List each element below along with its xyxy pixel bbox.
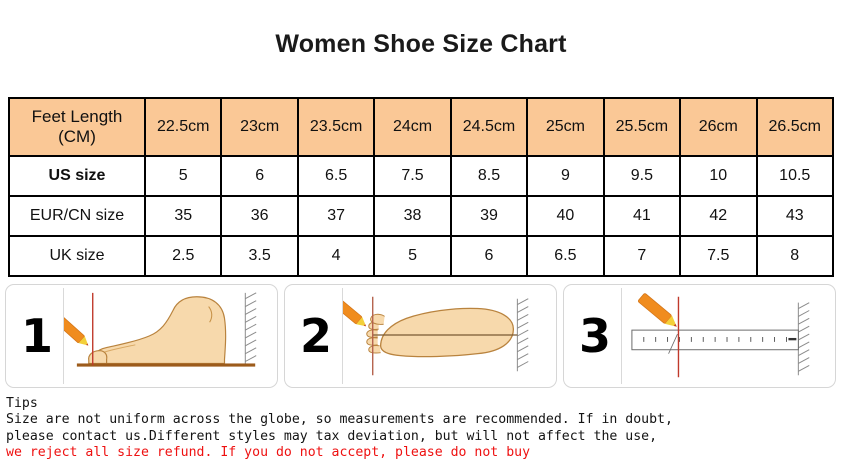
- panel-divider: [621, 288, 622, 384]
- cell-us-1: 6: [220, 155, 299, 197]
- tips-section: Tips Size are not uniform across the glo…: [6, 396, 842, 462]
- cell-eur-3: 38: [373, 195, 452, 237]
- cell-us-2: 6.5: [296, 155, 376, 197]
- step-number-2: 2: [299, 309, 332, 363]
- panel-divider: [63, 288, 64, 384]
- cell-eur-8: 43: [755, 195, 834, 237]
- cell-us-7: 10: [679, 155, 758, 197]
- cell-uk-2: 4: [296, 235, 376, 277]
- row-label-us-size: US size: [8, 155, 146, 197]
- header-cell-size-7: 26cm: [679, 97, 758, 157]
- tips-line-1: Size are not uniform across the globe, s…: [6, 412, 673, 428]
- row-label-eur-cn-size: EUR/CN size: [8, 195, 146, 237]
- cell-uk-3: 5: [373, 235, 452, 277]
- header-label-line1: Feet Length: [31, 107, 123, 127]
- measurement-steps: 1: [5, 284, 837, 388]
- cell-eur-1: 36: [220, 195, 299, 237]
- cell-us-8: 10.5: [755, 155, 834, 197]
- cell-uk-8: 8: [755, 235, 834, 277]
- table-header-row: Feet Length (CM) 22.5cm 23cm 23.5cm 24cm…: [8, 97, 834, 157]
- tips-line-3-warning: we reject all size refund. If you do not…: [6, 445, 531, 461]
- cell-eur-0: 35: [143, 195, 223, 237]
- cell-eur-7: 42: [679, 195, 758, 237]
- size-chart-table-container: Feet Length (CM) 22.5cm 23cm 23.5cm 24cm…: [8, 97, 834, 277]
- header-cell-size-5: 25cm: [526, 97, 605, 157]
- cell-uk-4: 6: [449, 235, 529, 277]
- table-row: UK size 2.5 3.5 4 5 6 6.5 7 7.5 8: [8, 235, 834, 277]
- header-cell-size-2: 23.5cm: [296, 97, 376, 157]
- foot-sole-view-measure-icon: [343, 285, 556, 387]
- header-cell-size-0: 22.5cm: [143, 97, 223, 157]
- tips-line-2: please contact us.Different styles may t…: [6, 428, 658, 444]
- cell-eur-4: 39: [449, 195, 529, 237]
- cell-eur-5: 40: [526, 195, 605, 237]
- cell-us-0: 5: [143, 155, 223, 197]
- cell-us-5: 9: [526, 155, 605, 197]
- page-title: Women Shoe Size Chart: [275, 30, 567, 58]
- step-panel-1: 1: [5, 284, 278, 388]
- header-cell-size-6: 25.5cm: [602, 97, 682, 157]
- size-chart-table: Feet Length (CM) 22.5cm 23cm 23.5cm 24cm…: [8, 97, 834, 277]
- header-cell-feet-length: Feet Length (CM): [8, 97, 146, 157]
- header-cell-size-1: 23cm: [220, 97, 299, 157]
- cell-eur-2: 37: [296, 195, 376, 237]
- foot-side-view-measure-icon: [64, 285, 277, 387]
- cell-us-4: 8.5: [449, 155, 529, 197]
- tips-heading: Tips: [6, 396, 38, 411]
- cell-uk-6: 7: [602, 235, 682, 277]
- header-cell-size-3: 24cm: [373, 97, 452, 157]
- panel-divider: [342, 288, 343, 384]
- step-number-3: 3: [578, 309, 611, 363]
- cell-uk-5: 6.5: [526, 235, 605, 277]
- header-cell-size-4: 24.5cm: [449, 97, 529, 157]
- cell-eur-6: 41: [602, 195, 682, 237]
- row-label-uk-size: UK size: [8, 235, 146, 277]
- table-row: US size 5 6 6.5 7.5 8.5 9 9.5 10 10.5: [8, 155, 834, 197]
- cell-uk-0: 2.5: [143, 235, 223, 277]
- cell-uk-1: 3.5: [220, 235, 299, 277]
- header-cell-size-8: 26.5cm: [755, 97, 834, 157]
- cell-uk-7: 7.5: [679, 235, 758, 277]
- step-panel-3: 3: [563, 284, 836, 388]
- header-label-line2: (CM): [58, 127, 96, 146]
- ruler-measure-icon: [622, 285, 835, 387]
- cell-us-6: 9.5: [602, 155, 682, 197]
- step-number-1: 1: [20, 309, 53, 363]
- cell-us-3: 7.5: [373, 155, 452, 197]
- table-row: EUR/CN size 35 36 37 38 39 40 41 42 43: [8, 195, 834, 237]
- step-panel-2: 2: [284, 284, 557, 388]
